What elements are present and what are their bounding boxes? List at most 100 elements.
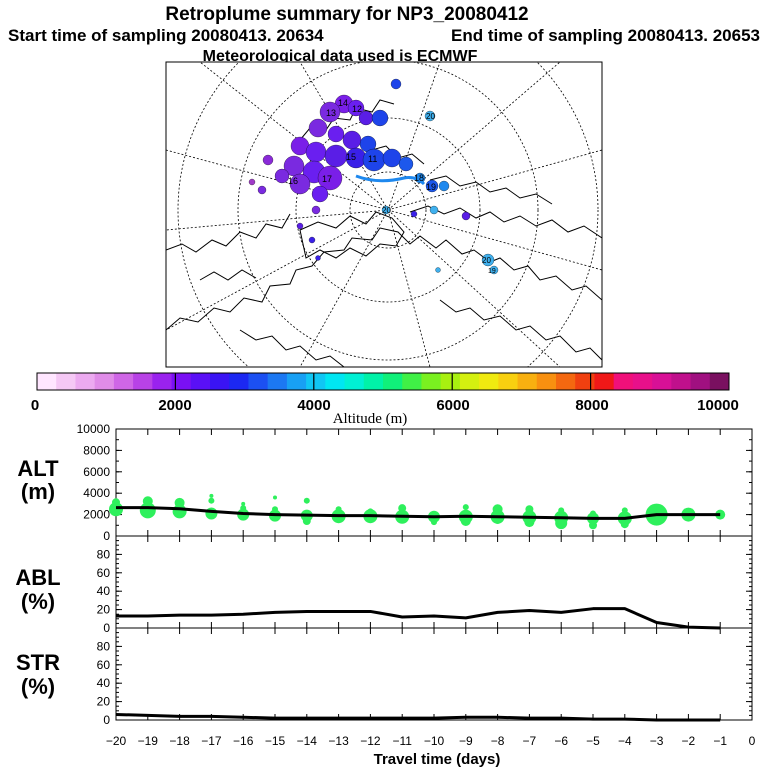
x-tick-label: −1 (713, 734, 727, 748)
alt-panel-label-line2: (m) (21, 479, 55, 504)
cluster-label: 17 (322, 174, 332, 184)
alt-cluster-dot (273, 495, 277, 500)
alt-cluster-dot (109, 502, 123, 517)
colorbar-swatch (632, 373, 653, 390)
colorbar-swatch (113, 373, 134, 390)
colorbar-swatch (171, 373, 192, 390)
figure-title: Retroplume summary for NP3_20080412 (165, 4, 528, 25)
cluster-label: 16 (288, 176, 298, 186)
colorbar-swatch (652, 373, 672, 390)
y-tick-label: 10000 (77, 422, 111, 436)
x-tick-label: −4 (618, 734, 632, 748)
cluster-label: 14 (338, 98, 348, 108)
x-tick-label: −11 (392, 734, 412, 748)
x-tick-label: −6 (554, 734, 568, 748)
colorbar-tick: 2000 (158, 397, 191, 414)
colorbar-swatch (440, 373, 461, 390)
str-panel-label-line1: STR (16, 650, 60, 675)
colorbar-swatch (402, 373, 422, 390)
altitude-colorbar (36, 372, 730, 391)
cluster-label: 12 (352, 104, 362, 114)
map-frame (165, 61, 603, 368)
colorbar-swatch (94, 373, 115, 390)
y-tick-label: 60 (97, 566, 111, 580)
alt-cluster-dot (241, 501, 246, 506)
colorbar-tick: 0 (31, 397, 39, 414)
x-tick-label: −9 (459, 734, 473, 748)
x-tick-label: −3 (650, 734, 664, 748)
map-plume-track (355, 174, 426, 186)
colorbar-tick: 4000 (297, 397, 330, 414)
x-axis-title: Travel time (days) (374, 751, 501, 768)
map-cluster-labels: 20 14 13 12 11 15 16 17 18 19 20 20 19 (288, 98, 496, 275)
colorbar-swatch (613, 373, 634, 390)
cluster-label: 19 (488, 268, 496, 275)
colorbar-swatch (306, 373, 326, 390)
y-tick-label: 2000 (83, 508, 110, 522)
y-tick-label: 60 (97, 658, 111, 672)
x-tick-label: −20 (106, 734, 127, 748)
alt-cluster-dot (139, 502, 156, 519)
alt-cluster-dot (209, 493, 214, 498)
colorbar-swatch (133, 373, 153, 390)
alt-cluster-dot (208, 497, 215, 504)
colorbar-swatch (75, 373, 96, 390)
abl-fraction-line (116, 607, 721, 630)
y-tick-label: 8000 (83, 443, 110, 457)
y-tick-label: 80 (97, 547, 111, 561)
cluster-label: 20 (426, 112, 435, 121)
colorbar-swatch (383, 373, 403, 390)
met-data-label: Meteorological data used is ECMWF (203, 48, 478, 65)
colorbar-swatch (286, 373, 307, 390)
start-time-label: Start time of sampling 20080413. 20634 (8, 26, 324, 45)
str-panel-label-line2: (%) (21, 674, 55, 699)
colorbar-title: Altitude (m) (333, 411, 408, 427)
colorbar-swatch (325, 373, 346, 390)
map-coastlines (166, 99, 602, 367)
colorbar-swatch (498, 373, 519, 390)
map-graticule (166, 62, 602, 367)
y-tick-label: 0 (103, 621, 110, 635)
colorbar-swatch (709, 373, 730, 390)
y-tick-label: 20 (97, 603, 111, 617)
end-time-label: End time of sampling 20080413. 20653 (451, 26, 760, 45)
colorbar-tick: 10000 (697, 397, 739, 414)
colorbar-swatch (690, 373, 711, 390)
x-tick-label: −19 (138, 734, 159, 748)
x-tick-label: −16 (233, 734, 254, 748)
colorbar-swatch (56, 373, 76, 390)
cluster-label: 18 (414, 173, 424, 183)
x-tick-label: 0 (749, 734, 756, 748)
x-tick-label: −18 (169, 734, 190, 748)
cluster-label: 20 (482, 256, 491, 265)
abl-panel-label-line2: (%) (21, 589, 55, 614)
x-tick-label: −14 (297, 734, 318, 748)
x-tick-label: −2 (682, 734, 696, 748)
colorbar-swatch (459, 373, 480, 390)
polar-map: 20 14 13 12 11 15 16 17 18 19 20 20 19 (166, 62, 602, 367)
x-tick-label: −10 (424, 734, 445, 748)
colorbar-swatch (421, 373, 442, 390)
colorbar-swatch (363, 373, 384, 390)
x-tick-label: −17 (201, 734, 222, 748)
y-tick-label: 80 (97, 639, 111, 653)
x-tick-label: −12 (360, 734, 381, 748)
cluster-label: 19 (426, 182, 436, 192)
y-tick-label: 40 (97, 676, 111, 690)
map-plume-clusters (248, 78, 499, 275)
y-tick-label: 6000 (83, 465, 110, 479)
alt-cluster-dot (462, 504, 469, 511)
alt-cluster-dot (303, 497, 310, 504)
y-tick-label: 0 (103, 713, 110, 727)
colorbar-swatch (210, 373, 230, 390)
colorbar-swatch (671, 373, 692, 390)
colorbar-frame (36, 372, 730, 391)
alt-median-line (116, 506, 721, 520)
colorbar-swatch (229, 373, 249, 390)
colorbar-swatch (594, 373, 615, 390)
abl-panel-label-line1: ABL (15, 565, 60, 590)
colorbar-swatch (536, 373, 557, 390)
colorbar-swatch (517, 373, 538, 390)
cluster-label: 15 (346, 152, 356, 162)
